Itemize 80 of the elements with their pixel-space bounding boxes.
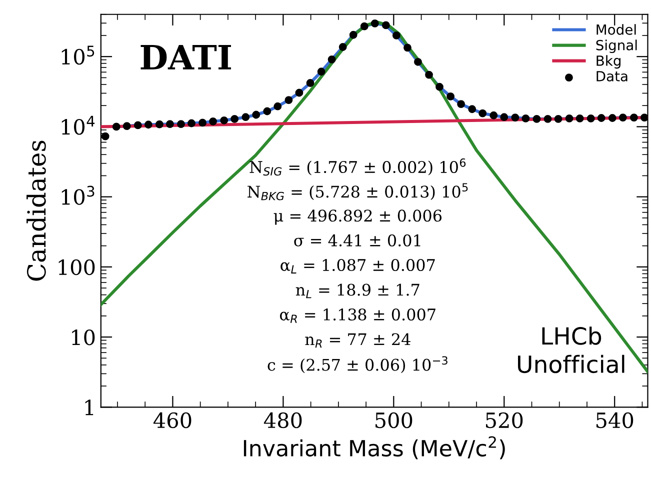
point — [608, 114, 616, 122]
point — [156, 120, 164, 128]
point — [144, 120, 152, 129]
point — [274, 102, 282, 110]
point — [370, 19, 379, 28]
point — [640, 114, 648, 122]
point — [306, 79, 314, 87]
point — [177, 120, 185, 128]
legend-label: Bkg — [596, 55, 620, 69]
point — [392, 32, 400, 40]
text: DATI — [140, 45, 231, 70]
annotation: σ = 4.41 ± 0.01 — [294, 234, 420, 246]
y-tick-label: 10$^{4}$ — [62, 116, 95, 135]
point — [554, 114, 562, 123]
point — [101, 132, 110, 140]
x-tick-label: 460 — [153, 412, 192, 428]
annotation: n$_{L}$ = 18.9 ± 1.7 — [296, 284, 420, 298]
legend-label: Model — [596, 24, 636, 35]
annotation: α$_{L}$ = 1.087 ± 0.007 — [280, 258, 435, 274]
point — [263, 107, 272, 116]
annotation: N$_{SIG}$ = (1.767 ± 0.002) 10$^{6}$ — [250, 158, 466, 176]
y-tick-label: 10 — [72, 329, 95, 346]
point — [349, 30, 358, 39]
point — [586, 114, 595, 122]
point — [436, 82, 444, 91]
annotation: N$_{BKG}$ = (5.728 ± 0.013) 10$^{5}$ — [248, 183, 468, 200]
point — [532, 114, 541, 123]
point — [478, 109, 487, 118]
point — [242, 113, 250, 122]
point — [112, 122, 120, 131]
point — [500, 113, 508, 122]
legend-label: Data — [596, 71, 628, 82]
point — [338, 43, 347, 51]
point — [414, 58, 422, 66]
point — [522, 114, 530, 122]
point — [544, 114, 552, 123]
point — [328, 56, 336, 64]
x-tick-label: 540 — [596, 412, 634, 428]
point — [230, 114, 239, 123]
y-tick-label: 10$^{3}$ — [62, 186, 94, 205]
annotation: LHCb Unofficial — [518, 326, 624, 374]
point — [295, 88, 304, 97]
x-axis-title: Invariant Mass (MeV/c$^{2}$) — [244, 436, 505, 460]
x-tick-label: 500 — [376, 412, 412, 428]
point — [618, 114, 627, 122]
x-tick-label: 520 — [486, 412, 523, 428]
point — [284, 96, 293, 104]
y-axis-title: Candidates — [26, 140, 46, 281]
line-series — [100, 20, 648, 374]
y-tick-label: 100 — [58, 259, 95, 276]
point — [382, 21, 390, 30]
point — [166, 120, 174, 128]
point — [565, 114, 574, 122]
y-tick-label: 10$^{5}$ — [62, 46, 94, 65]
point — [446, 92, 455, 100]
annotation: α$_{R}$ = 1.138 ± 0.007 — [280, 308, 436, 323]
annotation: c = (2.57 ± 0.06) 10$^{−3}$ — [268, 356, 448, 374]
point — [511, 114, 520, 122]
point — [597, 114, 606, 122]
x-tick-label: 480 — [264, 412, 302, 428]
point — [122, 122, 131, 130]
legend-label: Signal — [596, 40, 637, 54]
point — [468, 105, 476, 114]
point — [457, 100, 465, 108]
point — [188, 119, 196, 128]
point — [425, 70, 433, 79]
point — [220, 116, 228, 124]
point — [317, 68, 326, 76]
annotation: n$_{R}$ = 77 ± 24 — [305, 333, 410, 348]
point — [360, 22, 368, 30]
point — [490, 111, 498, 120]
point — [134, 121, 142, 130]
point — [630, 114, 638, 122]
point — [252, 110, 260, 119]
point — [209, 117, 217, 126]
y-tick-label: 1 — [85, 400, 94, 416]
point — [198, 118, 206, 127]
point — [404, 44, 412, 52]
annotation: μ = 496.892 ± 0.006 — [274, 210, 442, 225]
point — [576, 114, 584, 122]
